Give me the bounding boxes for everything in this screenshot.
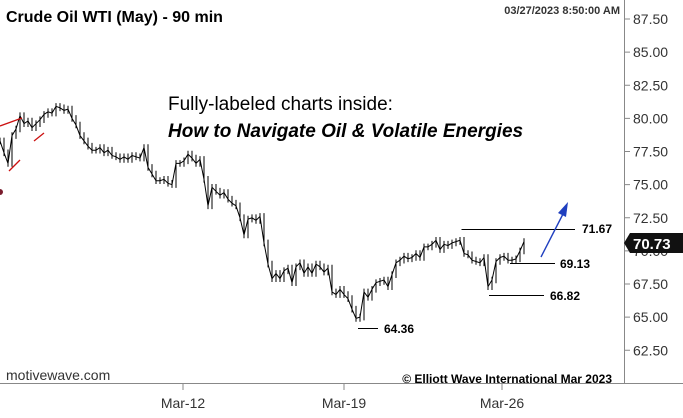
- last-price-marker: 70.73: [624, 233, 683, 253]
- x-axis-ticks: Mar-12 Mar-19 Mar-26: [161, 384, 525, 411]
- x-tick-label: Mar-26: [480, 395, 525, 411]
- y-tick-label: 62.50: [633, 342, 668, 358]
- promo-line-1: Fully-labeled charts inside:: [168, 94, 393, 115]
- x-tick-label: Mar-12: [161, 395, 206, 411]
- wave-marks: [0, 117, 45, 195]
- level-line-71-67: [461, 229, 575, 230]
- chart-title: Crude Oil WTI (May) - 90 min: [6, 9, 223, 26]
- y-tick-label: 75.00: [633, 177, 668, 193]
- wave-mark-b: [8, 159, 21, 172]
- last-price-label: 70.73: [633, 236, 671, 253]
- chart-timestamp: 03/27/2023 8:50:00 AM: [504, 5, 620, 17]
- watermark: motivewave.com: [6, 367, 110, 383]
- promo-line-2: How to Navigate Oil & Volatile Energies: [168, 121, 523, 142]
- y-tick-label: 77.50: [633, 144, 668, 160]
- projection-arrow: [540, 202, 568, 258]
- projection-arrow-head: [558, 202, 568, 217]
- copyright: © Elliott Wave International Mar 2023: [402, 372, 612, 386]
- level-label-64-36: 64.36: [384, 322, 414, 336]
- level-label-69-13: 69.13: [560, 257, 590, 271]
- wave-mark-a: [0, 117, 23, 127]
- y-tick-label: 87.50: [633, 11, 668, 27]
- y-tick-label: 85.00: [633, 44, 668, 60]
- y-tick-label: 82.50: [633, 77, 668, 93]
- level-lines: [358, 229, 575, 329]
- level-label-71-67: 71.67: [582, 222, 612, 236]
- price-series: [0, 103, 525, 322]
- y-tick-label: 65.00: [633, 309, 668, 325]
- y-tick-label: 72.50: [633, 210, 668, 226]
- y-tick-label: 80.00: [633, 110, 668, 126]
- projection-arrow-shaft: [540, 213, 564, 258]
- last-price-box: [624, 233, 683, 253]
- price-line: [0, 105, 525, 320]
- y-tick-label: 67.50: [633, 276, 668, 292]
- x-tick-label: Mar-19: [322, 395, 367, 411]
- wave-dot: [0, 189, 3, 195]
- level-label-66-82: 66.82: [550, 289, 580, 303]
- wave-mark-c: [33, 132, 45, 142]
